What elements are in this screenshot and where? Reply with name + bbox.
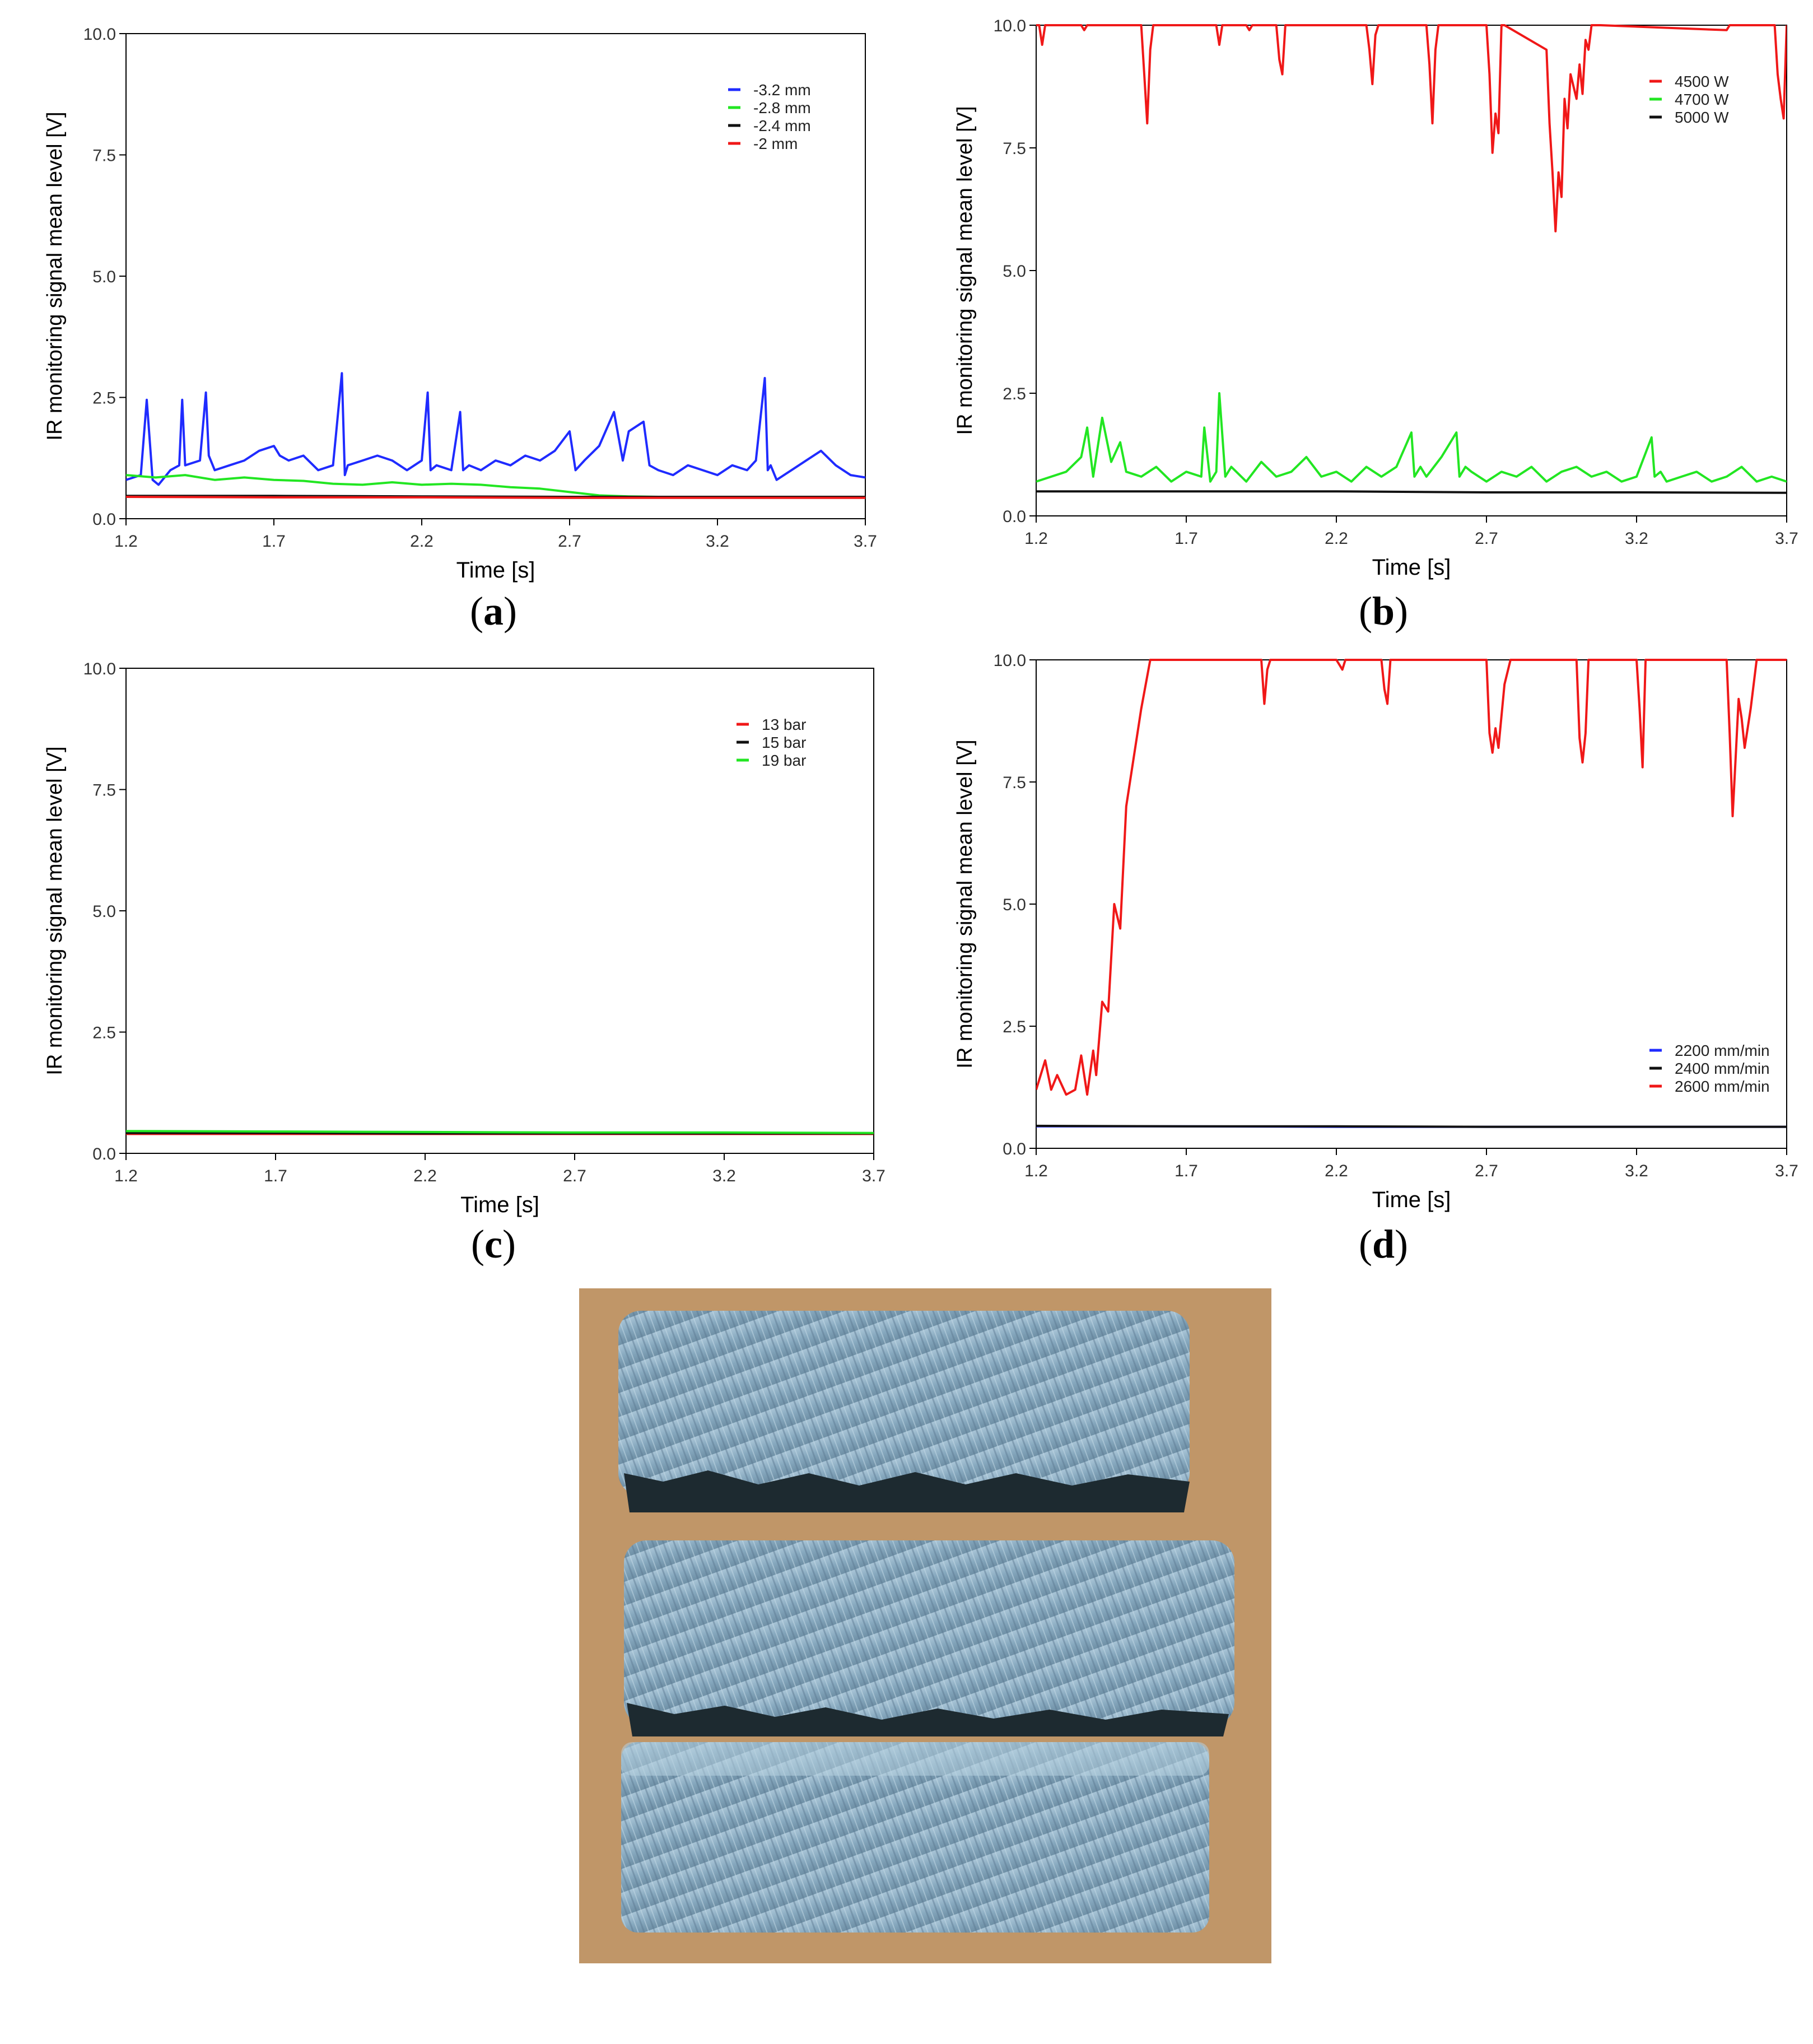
legend-label: 15 bar (762, 734, 806, 751)
x-tick-label: 3.7 (1775, 529, 1798, 548)
y-tick-label: 2.5 (92, 1024, 116, 1042)
series-line-4500-w (1036, 24, 1787, 232)
legend-label: 5000 W (1675, 109, 1729, 126)
y-tick-label: 7.5 (1003, 139, 1026, 158)
panel-label-d: (d) (1358, 1222, 1408, 1267)
legend-label: 2400 mm/min (1675, 1060, 1770, 1077)
x-tick-label: 1.7 (262, 532, 286, 551)
x-tick-label: 2.7 (1475, 1162, 1498, 1180)
legend-label: 4700 W (1675, 91, 1729, 108)
series-line-5000-w (1036, 490, 1787, 494)
x-tick-label: 3.2 (712, 1167, 736, 1185)
legend-label: 19 bar (762, 752, 806, 769)
x-tick-label: 2.2 (410, 532, 434, 551)
x-axis-label: Time [s] (1372, 555, 1451, 580)
x-axis-label: Time [s] (460, 1193, 539, 1217)
x-tick-label: 3.7 (862, 1167, 885, 1185)
chart-b: 0.0 2.5 5.0 7.5 10.0 1.2 1.7 2.2 2.7 3.2 3.7 Time [… (953, 17, 1798, 580)
y-tick-label: 5.0 (92, 902, 116, 921)
x-tick-label: 3.2 (706, 532, 729, 551)
x-tick-label: 3.2 (1625, 1162, 1648, 1180)
y-axis-label: IR monitoring signal mean level [V] (953, 739, 977, 1068)
series-line-2600-mm-min (1036, 659, 1787, 1096)
series-line--2-8-mm (126, 474, 865, 499)
sample-bottom (621, 1742, 1209, 1933)
y-tick-label: 0.0 (92, 1145, 116, 1163)
x-tick-label: 1.2 (1024, 529, 1048, 548)
x-tick-label: 1.7 (1175, 1162, 1198, 1180)
x-tick-label: 1.2 (1024, 1162, 1048, 1180)
series-line--3-2-mm (126, 372, 865, 486)
panel-label-b: (b) (1358, 589, 1408, 634)
y-tick-label: 2.5 (1003, 1018, 1026, 1036)
legend-label: -3.2 mm (753, 81, 811, 99)
y-tick-label: 0.0 (1003, 507, 1026, 526)
x-tick-label: 2.2 (1325, 1162, 1348, 1180)
legend-label: -2.4 mm (753, 117, 811, 134)
y-axis-label: IR monitoring signal mean level [V] (43, 746, 67, 1075)
y-tick-label: 5.0 (92, 268, 116, 286)
y-tick-label: 10.0 (83, 660, 116, 678)
series-line-4700-w (1036, 392, 1787, 483)
y-tick-label: 0.0 (92, 510, 116, 529)
y-tick-label: 7.5 (92, 781, 116, 800)
x-tick-label: 2.7 (1475, 529, 1498, 548)
x-tick-label: 1.7 (264, 1167, 287, 1185)
x-tick-label: 1.2 (114, 1167, 138, 1185)
legend-label: -2 mm (753, 135, 798, 152)
chart-a: 0.0 2.5 5.0 7.5 10.0 1.2 1.7 2.2 2.7 3.2 3.7 Time [… (43, 25, 877, 583)
x-tick-label: 1.7 (1175, 529, 1198, 548)
series-line--2-mm (126, 496, 865, 499)
cut-samples-photo (579, 1288, 1271, 1963)
chart-d: 0.0 2.5 5.0 7.5 10.0 1.2 1.7 2.2 2.7 3.2 3.7 Time [… (953, 651, 1798, 1212)
sample-top (618, 1311, 1190, 1496)
x-tick-label: 2.2 (1325, 529, 1348, 548)
legend-label: 2200 mm/min (1675, 1042, 1770, 1059)
x-tick-label: 2.7 (558, 532, 581, 551)
x-axis-label: Time [s] (1372, 1188, 1451, 1212)
y-axis-label: IR monitoring signal mean level [V] (953, 106, 977, 435)
plot-frame (1036, 659, 1787, 1149)
y-tick-label: 10.0 (994, 17, 1026, 35)
series-line-2400-mm-min (1036, 1124, 1787, 1128)
sample-middle (624, 1540, 1234, 1725)
y-tick-label: 5.0 (1003, 896, 1026, 914)
legend-label: 4500 W (1675, 73, 1729, 90)
x-tick-label: 3.7 (1775, 1162, 1798, 1180)
sample-middle-dross (627, 1703, 1229, 1736)
x-tick-label: 3.2 (1625, 529, 1648, 548)
x-tick-label: 2.2 (413, 1167, 437, 1185)
x-axis-label: Time [s] (456, 558, 535, 583)
chart-c: 0.0 2.5 5.0 7.5 10.0 1.2 1.7 2.2 2.7 3.2 3.7 Time [… (43, 660, 885, 1217)
x-tick-label: 2.7 (563, 1167, 586, 1185)
y-tick-label: 2.5 (1003, 385, 1026, 403)
legend-label: -2.8 mm (753, 99, 811, 117)
series-line-19-bar (126, 1130, 874, 1134)
y-tick-label: 0.0 (1003, 1140, 1026, 1158)
y-tick-label: 7.5 (1003, 774, 1026, 792)
y-tick-label: 5.0 (1003, 262, 1026, 281)
panel-label-a: (a) (470, 589, 517, 634)
y-tick-label: 7.5 (92, 147, 116, 165)
sample-top-dross (624, 1470, 1190, 1512)
y-tick-label: 10.0 (83, 25, 116, 44)
legend-label: 2600 mm/min (1675, 1078, 1770, 1095)
x-tick-label: 1.2 (114, 532, 138, 551)
y-tick-label: 10.0 (994, 651, 1026, 670)
y-axis-label: IR monitoring signal mean level [V] (43, 111, 67, 440)
panel-label-c: (c) (471, 1222, 516, 1267)
legend-label: 13 bar (762, 716, 806, 733)
x-tick-label: 3.7 (854, 532, 877, 551)
y-tick-label: 2.5 (92, 389, 116, 408)
